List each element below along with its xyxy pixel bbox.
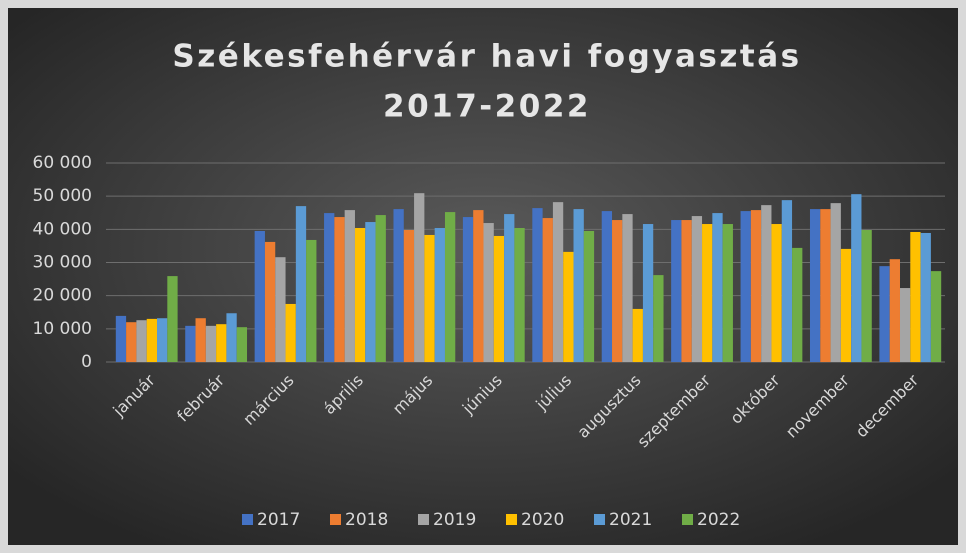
bar [375,215,386,362]
bar [126,322,137,362]
bar [601,211,613,362]
bar [306,239,317,362]
bar [612,220,623,362]
bar [750,210,762,362]
bar [771,224,782,362]
bar [653,275,664,362]
bar [344,210,355,362]
bar [851,194,862,362]
legend-label: 2021 [609,510,652,530]
y-tick-label: 40 000 [33,219,92,239]
bar [324,213,335,362]
bar [899,288,911,362]
bar [167,276,178,362]
y-tick-label: 30 000 [33,253,92,273]
y-tick-label: 60 000 [33,153,92,173]
bar [792,247,803,362]
legend-label: 2022 [697,510,740,530]
bar [424,234,435,362]
legend-swatch [594,514,605,525]
bar [781,200,793,362]
legend-label: 2019 [433,510,476,530]
bar [115,315,127,362]
bar [216,324,227,362]
bar [712,213,723,362]
bar [583,230,595,362]
bar [185,325,196,362]
bar [483,223,494,362]
bar [573,209,584,362]
bar [285,303,296,362]
legend-label: 2017 [257,510,300,530]
bar [444,212,456,362]
bar [722,224,733,362]
bar [552,202,564,362]
bar [414,193,425,362]
y-tick-label: 20 000 [33,286,92,306]
y-tick-label: 10 000 [33,319,92,339]
bar [681,220,692,362]
legend-label: 2018 [345,510,388,530]
y-tick-label: 0 [81,352,92,372]
bar [861,229,872,362]
bar [365,222,376,362]
legend-swatch [682,514,693,525]
chart-title: 2017-2022 [383,89,591,125]
bar [563,251,574,362]
legend-swatch [242,514,253,525]
bar [920,232,931,362]
bar [532,208,543,362]
bar [226,313,237,362]
bar [879,266,890,362]
chart-title: Székesfehérvár havi fogyasztás [172,39,801,75]
bar [809,209,821,362]
legend-label: 2020 [521,510,564,530]
y-tick-label: 50 000 [33,186,92,206]
bar [473,210,484,362]
bar [514,228,525,362]
bar [740,211,751,362]
bar [354,228,366,362]
bar [542,218,553,362]
bar [930,271,942,362]
bar [761,205,772,362]
bar [840,248,852,362]
bar [195,318,206,362]
bar [910,231,921,362]
bar [889,259,900,362]
bar [295,206,307,362]
bar [264,241,276,362]
bar [136,320,147,362]
bar [820,209,831,362]
legend-swatch [330,514,341,525]
bar [830,203,841,362]
bar [393,209,404,362]
bar [275,257,286,362]
bar [691,216,703,362]
bar [702,224,713,362]
bar [622,214,633,362]
bar [462,217,474,362]
bar [236,327,248,362]
bar [146,318,158,362]
bar [632,308,643,362]
bar [403,229,415,362]
bar [642,224,654,362]
bar [157,318,168,362]
legend-swatch [418,514,429,525]
bar [254,230,265,362]
bar [493,235,505,362]
bar [434,228,445,362]
bar [671,220,682,362]
bar [334,217,345,362]
bar [205,325,217,362]
bar [504,214,515,362]
legend-swatch [506,514,517,525]
